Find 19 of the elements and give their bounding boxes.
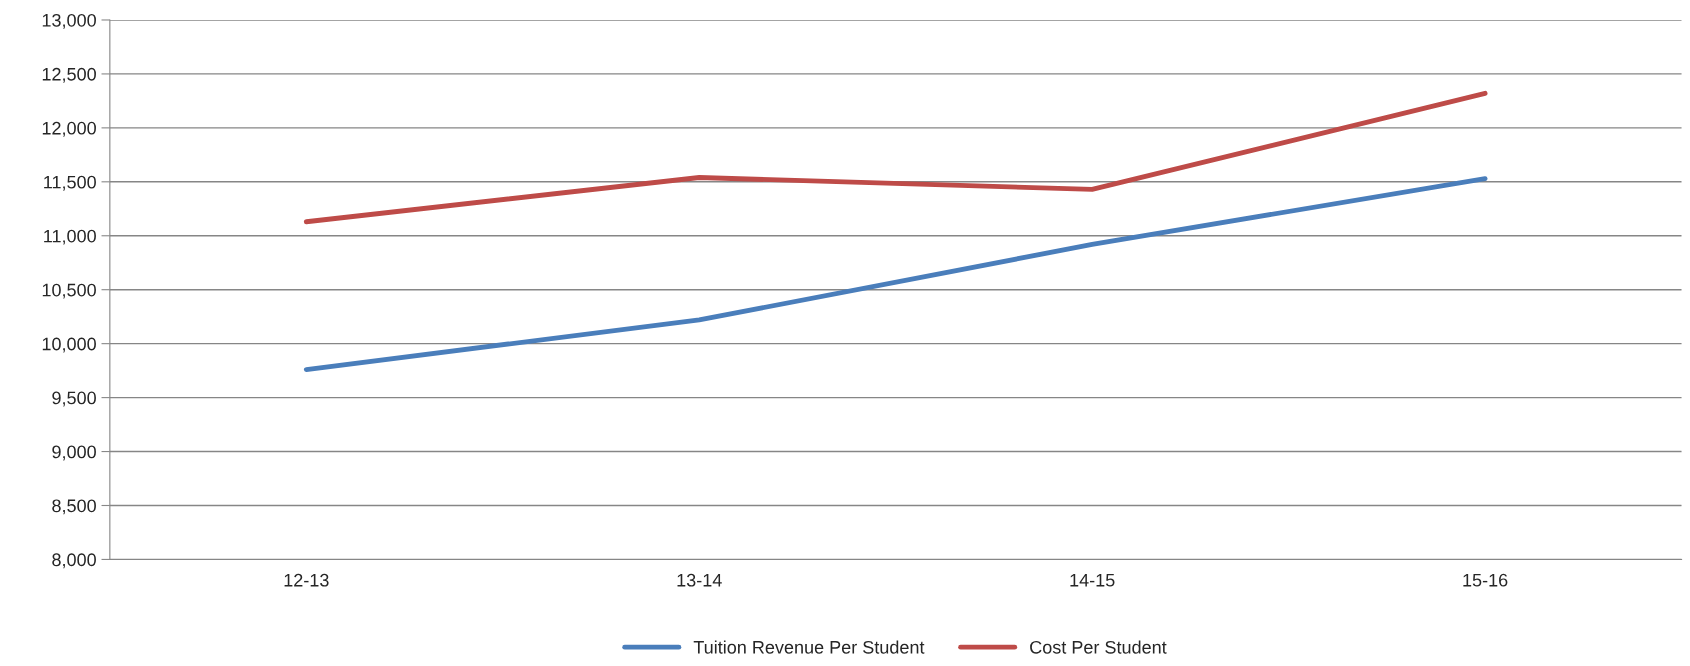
x-tick-label: 12-13 xyxy=(284,573,329,587)
y-tick-label: 8,000 xyxy=(52,553,96,569)
y-tick-label: 12,500 xyxy=(42,67,96,83)
x-tick-label: 15-16 xyxy=(1463,573,1508,587)
legend-label: Cost Per Student xyxy=(1030,640,1167,654)
y-tick-label: 9,500 xyxy=(52,391,96,407)
y-tick-label: 12,000 xyxy=(42,121,96,137)
line-series xyxy=(303,176,1488,372)
x-tick-label: 14-15 xyxy=(1070,573,1115,587)
y-tick-label: 8,500 xyxy=(52,499,96,515)
y-tick-label: 9,000 xyxy=(52,445,96,461)
y-tick-label: 10,500 xyxy=(42,283,96,299)
y-tick-label: 11,000 xyxy=(44,229,96,245)
y-tick-label: 10,000 xyxy=(42,337,96,353)
y-tick-label: 13,000 xyxy=(42,13,96,29)
y-tick-label: 11,500 xyxy=(44,175,96,191)
line-series xyxy=(303,90,1488,225)
legend-label: Tuition Revenue Per Student xyxy=(693,640,925,654)
x-tick-label: 13-14 xyxy=(677,573,722,587)
